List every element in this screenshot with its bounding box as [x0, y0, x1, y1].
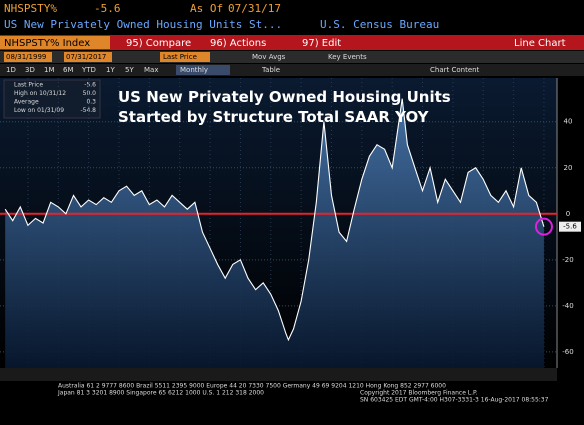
- footer-line: SN 603425 EDT GMT-4:00 H307-3331-3 16-Au…: [360, 397, 549, 404]
- y-tick-label: 20: [564, 164, 573, 172]
- y-tick-label: 0: [566, 210, 570, 218]
- field[interactable]: Last Price: [163, 53, 197, 61]
- key-events[interactable]: Key Events: [328, 53, 367, 61]
- legend-value: 50.0: [83, 90, 97, 97]
- ticker: NHSPSTY%: [4, 2, 57, 15]
- menu-bar: [0, 35, 584, 50]
- description: US New Privately Owned Housing Units St.…: [4, 18, 282, 31]
- footer-line: Japan 81 3 3201 8900 Singapore 65 6212 1…: [57, 390, 264, 397]
- toolbar-1: [0, 51, 584, 63]
- y-tick-label: -40: [562, 302, 573, 310]
- footer-line: Australia 61 2 9777 8600 Brazil 5511 239…: [58, 383, 446, 390]
- start-box[interactable]: [4, 52, 52, 62]
- view[interactable]: Line Chart: [514, 38, 566, 49]
- chart-title: US New Privately Owned Housing Units Star…: [118, 88, 451, 126]
- area: [5, 98, 544, 368]
- security[interactable]: NHSPSTY% Index: [4, 38, 90, 49]
- period-button[interactable]: 3D: [25, 66, 35, 74]
- period-button[interactable]: 1D: [6, 66, 16, 74]
- period-button[interactable]: 5Y: [125, 66, 134, 74]
- frequency[interactable]: Monthly: [180, 66, 208, 74]
- period-button[interactable]: 6M: [63, 66, 74, 74]
- last-value-label: -5.6: [563, 223, 577, 231]
- frequency-box[interactable]: [176, 65, 230, 75]
- compare[interactable]: 95) Compare: [126, 38, 191, 49]
- x-axis-band: [0, 368, 557, 381]
- end[interactable]: 07/31/2017: [66, 53, 106, 61]
- period-button[interactable]: YTD: [81, 66, 96, 74]
- legend-label: Last Price: [14, 82, 43, 89]
- footer-line: Copyright 2017 Bloomberg Finance L.P.: [360, 390, 478, 397]
- field-box[interactable]: [160, 52, 210, 62]
- legend-label: High on 10/31/12: [14, 90, 66, 97]
- edit[interactable]: 97) Edit: [302, 38, 341, 49]
- last-price: -5.6: [94, 2, 121, 15]
- start[interactable]: 08/31/1999: [6, 53, 46, 61]
- legend-value: -5.6: [84, 82, 96, 89]
- period-button[interactable]: 1Y: [106, 66, 115, 74]
- y-tick-label: -60: [562, 348, 573, 356]
- as-of-label: As Of: [190, 2, 223, 15]
- line: [4, 98, 545, 342]
- table[interactable]: Table: [261, 66, 280, 74]
- actions[interactable]: 96) Actions: [210, 38, 266, 49]
- legend-value: 0.3: [86, 99, 96, 106]
- legend-box: [3, 79, 101, 119]
- y-tick-label: -20: [562, 256, 573, 264]
- source: U.S. Census Bureau: [320, 18, 439, 31]
- legend-label: Low on 01/31/09: [14, 107, 64, 114]
- last-value-box: [559, 221, 581, 232]
- toolbar-2: [0, 64, 584, 76]
- mov-avgs[interactable]: Mov Avgs: [252, 53, 286, 61]
- chart-content[interactable]: Chart Content: [430, 66, 480, 74]
- highlight-circle: [534, 217, 553, 236]
- as-of: 07/31/17: [228, 2, 281, 15]
- y-tick-label: 40: [564, 118, 573, 126]
- period-button[interactable]: Max: [144, 66, 158, 74]
- legend-label: Average: [14, 99, 39, 106]
- period-button[interactable]: 1M: [44, 66, 55, 74]
- end-box[interactable]: [64, 52, 112, 62]
- security-box[interactable]: [0, 36, 110, 49]
